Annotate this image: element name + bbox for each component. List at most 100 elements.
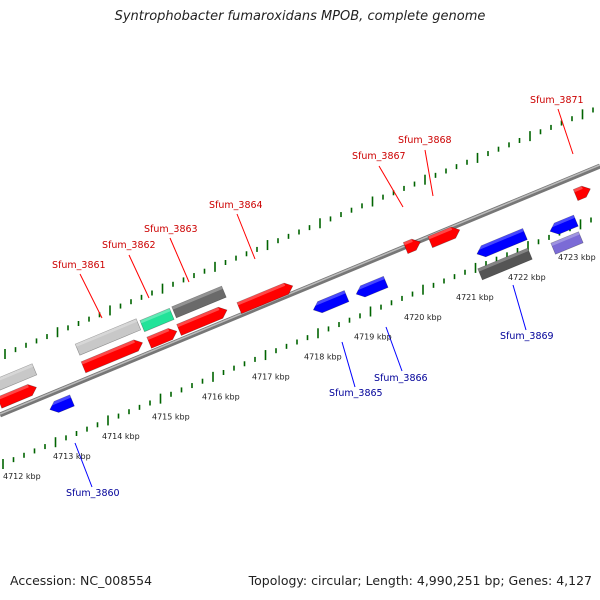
gene-feature [547,214,579,235]
forward-leader-line [128,254,150,299]
gene-feature [80,339,143,374]
gene-arrow-shine [573,186,583,193]
gene-arrow [139,307,175,333]
scale-label: 4723 kbp [558,253,596,262]
gene-arrow-shine [311,290,346,308]
gene-feature [236,282,294,315]
gene-arrow-shine [176,307,220,328]
gene-arrow [572,185,591,202]
gene-arrow [549,214,579,235]
accession-text: Accession: NC_008554 [10,573,153,588]
scale-label: 4722 kbp [508,273,546,282]
scale-label: 4713 kbp [53,452,91,461]
gene-arrow [0,363,38,391]
gene-feature [176,306,228,336]
gene-feature [311,290,350,314]
gene-feature [402,238,421,255]
gene-feature [427,226,461,249]
gene-feature [139,307,175,333]
gene-label-reverse: Sfum_3869 [500,331,554,342]
backbone-highlight [0,164,600,415]
gene-arrow-shine [477,248,529,272]
scale-label: 4718 kbp [304,353,342,362]
gene-arrow-shine [171,286,223,310]
scale-label: 4716 kbp [202,392,240,401]
gene-arrow [0,384,37,409]
scale-label: 4721 kbp [456,293,494,302]
gene-label-forward: Sfum_3861 [52,260,106,271]
gene-arrow [176,306,228,336]
gene-arrow [550,231,584,255]
gene-arrow-shine [47,394,71,407]
scale-label: 4717 kbp [252,373,290,382]
label-leader-lines [74,108,574,488]
gene-arrow-shine [474,228,524,252]
gene-feature [0,384,37,409]
gene-label-forward: Sfum_3862 [102,240,156,251]
scale-label: 4714 kbp [102,432,140,441]
gene-arrow-shine [427,227,453,240]
forward-leader-line [236,213,256,260]
forward-tick-track [4,107,594,359]
gene-arrow [427,226,461,249]
gene-labels: 4712 kbp 4713 kbp 4714 kbp 4715 kbp 4716 kbp… [3,95,596,499]
gene-feature [47,394,75,413]
scale-label: 4719 kbp [354,333,392,342]
gene-feature [550,231,584,255]
backbone-line [0,163,600,418]
forward-leader-line [557,108,574,155]
gene-arrow [476,228,528,258]
reverse-leader-line [385,326,403,372]
gene-feature [474,228,528,258]
scale-label: 4720 kbp [404,313,442,322]
gene-arrow-shine [139,308,171,324]
gene-arrow-shine [0,363,34,382]
map-title: Syntrophobacter fumaroxidans MPOB, compl… [114,9,486,24]
gene-arrow-shine [0,384,29,400]
gene-arrow [312,290,350,314]
gene-feature [477,247,533,281]
gene-arrow [49,394,75,413]
gene-arrow [236,282,294,315]
gene-label-forward: Sfum_3863 [144,224,198,235]
forward-leader-line [79,273,103,319]
gene-label-forward: Sfum_3871 [530,95,584,106]
gene-feature [171,285,227,319]
gene-feature [146,328,178,349]
genome-backbone [0,163,600,418]
gene-arrow [171,285,227,319]
reverse-leader-line [74,442,93,488]
gene-arrow-shine [550,231,580,246]
gene-feature [353,275,389,298]
gene-arrow-shine [353,276,385,292]
forward-leader-line [169,237,190,283]
gene-label-reverse: Sfum_3866 [374,373,428,384]
gene-label-reverse: Sfum_3865 [329,388,383,399]
reverse-leader-line [341,341,356,388]
scale-label: 4712 kbp [3,472,41,481]
gene-arrow [80,339,143,374]
gene-arrow [402,238,421,255]
gene-arrow-shine [403,239,413,246]
gene-feature [0,363,38,391]
feature-track [0,185,591,413]
forward-leader-line [424,149,434,197]
gene-arrow-shine [81,339,135,365]
gene-label-forward: Sfum_3867 [352,151,406,162]
gene-arrow-shine [75,318,138,347]
gene-arrow [74,318,142,356]
reverse-leader-line [512,284,527,331]
gene-arrow-shine [146,328,170,340]
scale-label: 4715 kbp [152,412,190,421]
gene-arrow-shine [236,283,286,306]
gene-feature [572,185,591,202]
gene-arrow [477,247,533,281]
genome-summary: Topology: circular; Length: 4,990,251 bp… [248,573,592,588]
gene-label-forward: Sfum_3868 [398,135,452,146]
gene-arrow [146,328,178,349]
gene-arrow-shine [547,215,575,229]
gene-arrow [355,275,389,298]
gene-label-forward: Sfum_3864 [209,200,263,211]
gene-label-reverse: Sfum_3860 [66,488,120,499]
